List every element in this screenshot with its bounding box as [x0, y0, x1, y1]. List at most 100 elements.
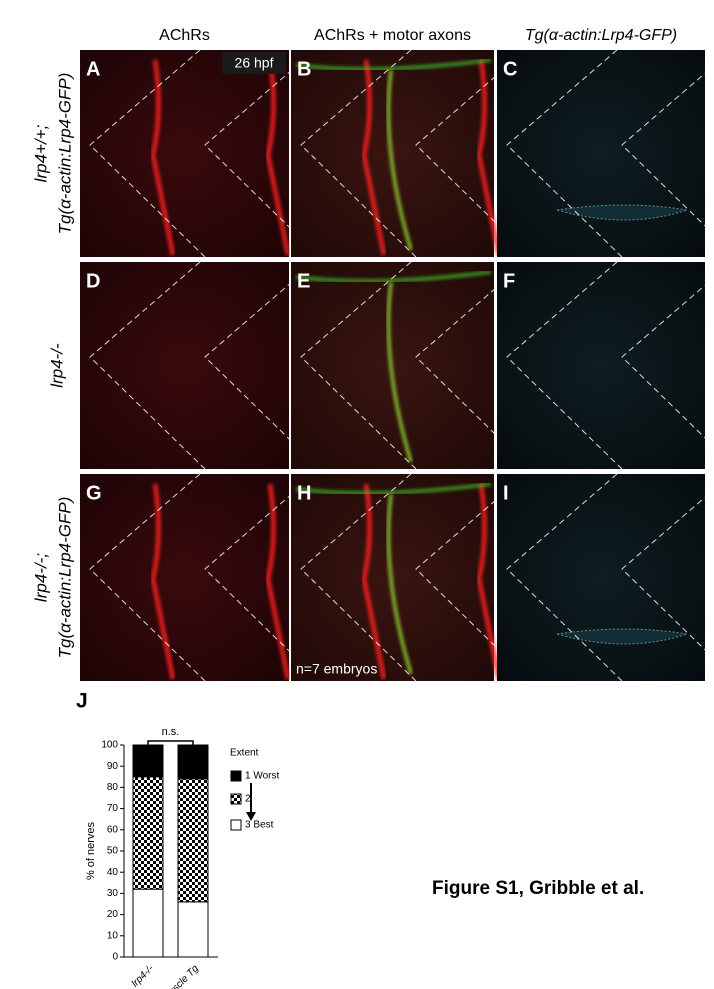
y-tick-label: 90 [107, 761, 119, 772]
somite-boundary [415, 49, 532, 258]
y-tick-label: 70 [107, 803, 119, 814]
image-panel: H [291, 473, 532, 682]
signal [476, 483, 502, 680]
somite-boundary [621, 64, 714, 236]
somite-boundary [415, 473, 532, 682]
signal [361, 59, 387, 256]
row-label: lrp4-/-; [31, 553, 50, 602]
somite-boundary [300, 261, 417, 470]
panel-letter: A [86, 58, 100, 80]
axon [386, 281, 413, 463]
panel-letter: H [297, 482, 311, 504]
somite-boundary [89, 261, 206, 470]
row-label: Tg(α-actin:Lrp4-GFP) [55, 73, 74, 235]
row-label: Tg(α-actin:Lrp4-GFP) [55, 497, 74, 659]
legend-label: 3 Best [245, 820, 274, 831]
legend-arrowhead [246, 812, 256, 821]
y-tick-label: 30 [107, 888, 119, 899]
micrograph [497, 50, 705, 257]
signal [265, 59, 291, 256]
y-tick-label: 10 [107, 930, 119, 941]
significance-bracket [147, 740, 194, 746]
image-panel: A [80, 49, 321, 258]
signal [265, 483, 291, 680]
panel-letter: E [297, 270, 310, 292]
bar-segment [132, 888, 164, 958]
axon [386, 69, 413, 251]
micrograph [80, 262, 289, 469]
gfp-fiber [556, 628, 688, 645]
somite-boundary [300, 49, 417, 258]
somite-boundary [300, 473, 417, 682]
legend-swatch [230, 819, 242, 831]
column-header: Tg(α-actin:Lrp4-GFP) [525, 27, 677, 44]
axon [295, 58, 492, 71]
somite-boundary [89, 473, 206, 682]
legend-label: 1 Worst [245, 771, 279, 782]
micrograph [497, 262, 705, 469]
x-tick-label: lrp4-/- [130, 963, 157, 989]
image-panel: I [497, 473, 714, 682]
axon [295, 270, 492, 283]
bar-segment [132, 744, 164, 778]
panel-letter: J [76, 690, 88, 713]
legend-title: Extent [230, 748, 259, 759]
column-header: AChRs [159, 27, 210, 44]
bar-segment [177, 778, 209, 903]
somite-boundary [204, 49, 321, 258]
row-label: lrp4-/- [47, 343, 66, 388]
bar-segment [132, 776, 164, 890]
y-tick-label: 50 [107, 846, 119, 857]
legend-label: 2 [245, 794, 251, 805]
somite-boundary [204, 261, 321, 470]
panel-letter: I [503, 482, 509, 504]
y-tick-label: 80 [107, 782, 119, 793]
panel-letter: D [86, 270, 100, 292]
signal [361, 483, 387, 680]
panel-letter: F [503, 270, 515, 292]
signal [150, 59, 176, 256]
chart: J 0 10 20 30 40 50 60 70 80 90 100 % of nerves lrp4-/… [76, 690, 279, 989]
image-panel: C [497, 49, 714, 258]
somite-boundary [506, 473, 623, 682]
panel-letter: C [503, 58, 517, 80]
row-label: lrp4+/+; [31, 124, 50, 182]
bar-segment [177, 744, 209, 780]
legend-swatch [230, 793, 242, 805]
somite-boundary [415, 261, 532, 470]
y-tick-label: 40 [107, 867, 119, 878]
image-panel: F [497, 261, 714, 470]
somite-boundary [89, 49, 206, 258]
annotation: n.s. [162, 726, 180, 738]
panel-letter: B [297, 58, 311, 80]
caption: Figure S1, Gribble et al. [432, 878, 644, 899]
image-panel: E [291, 261, 532, 470]
axon [295, 482, 492, 495]
somite-boundary [204, 473, 321, 682]
somite-boundary [621, 488, 714, 660]
somite-boundary [506, 49, 623, 258]
signal [150, 483, 176, 680]
legend-swatch [230, 770, 242, 782]
column-header: AChRs + motor axons [314, 27, 471, 44]
gfp-fiber [556, 204, 688, 221]
image-panel: D [80, 261, 321, 470]
y-tick-label: 100 [101, 740, 118, 751]
panel-letter: G [86, 482, 102, 504]
label-background [222, 52, 286, 74]
stage-label: 26 hpf [235, 55, 274, 71]
micrograph [80, 474, 289, 681]
signal [476, 59, 502, 256]
bar-segment [177, 901, 209, 958]
y-axis-label: % of nerves [85, 821, 97, 880]
image-panel: B [291, 49, 532, 258]
micrograph [80, 50, 289, 257]
image-panels: AChRs AChRs + motor axons Tg(α-actin:Lrp4-… [31, 27, 714, 899]
y-tick-label: 60 [107, 824, 119, 835]
somite-boundary [621, 276, 714, 448]
y-tick-label: 20 [107, 909, 119, 920]
micrograph [497, 474, 705, 681]
image-panel: G [80, 473, 321, 682]
sample-label: n=7 embryos [296, 661, 377, 677]
